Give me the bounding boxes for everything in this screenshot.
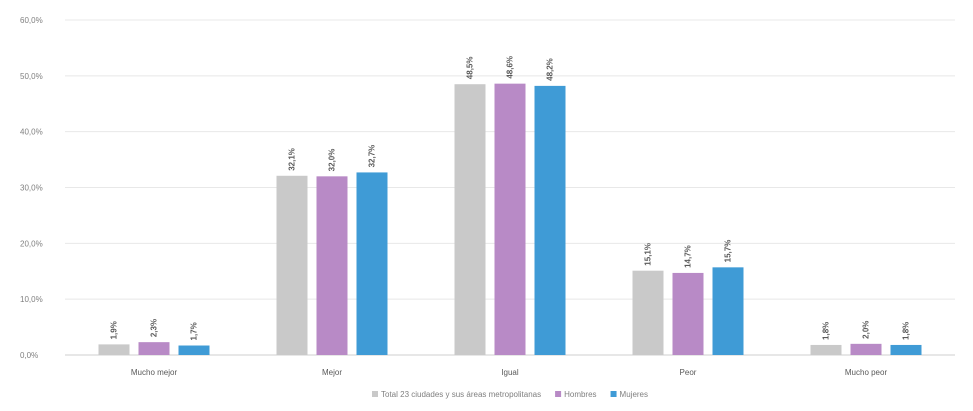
data-label: 48,2% bbox=[546, 58, 555, 81]
bar bbox=[316, 176, 348, 355]
data-label: 1,8% bbox=[822, 322, 831, 340]
y-tick-label: 30,0% bbox=[20, 184, 43, 193]
data-label: 1,8% bbox=[902, 322, 911, 340]
legend-swatch bbox=[610, 391, 617, 397]
bar bbox=[178, 345, 210, 355]
data-label: 15,7% bbox=[724, 240, 733, 263]
bar bbox=[672, 272, 704, 355]
y-tick-label: 0,0% bbox=[20, 351, 38, 360]
bar bbox=[712, 267, 744, 355]
x-category-label: Mucho mejor bbox=[131, 368, 178, 377]
x-category-label: Peor bbox=[680, 368, 697, 377]
y-tick-label: 50,0% bbox=[20, 72, 43, 81]
y-tick-label: 60,0% bbox=[20, 16, 43, 25]
data-label: 48,6% bbox=[506, 56, 515, 79]
data-label: 1,9% bbox=[110, 321, 119, 339]
bar bbox=[138, 342, 170, 355]
legend-swatch bbox=[372, 391, 378, 397]
legend-swatch bbox=[555, 391, 562, 397]
data-label: 1,7% bbox=[190, 322, 199, 340]
x-category-label: Igual bbox=[501, 368, 519, 377]
bar bbox=[810, 344, 842, 355]
data-label: 15,1% bbox=[644, 243, 653, 266]
bar bbox=[356, 172, 388, 355]
legend: Total 23 ciudades y sus áreas metropolit… bbox=[372, 390, 648, 399]
data-label: 2,3% bbox=[150, 319, 159, 337]
bar bbox=[850, 343, 882, 355]
bar bbox=[454, 84, 486, 355]
bar bbox=[890, 344, 922, 355]
data-label: 32,0% bbox=[328, 149, 337, 172]
bar bbox=[494, 83, 526, 356]
legend-item: Hombres bbox=[555, 390, 597, 399]
legend-label: Hombres bbox=[564, 390, 596, 399]
bar bbox=[534, 85, 566, 355]
y-tick-label: 10,0% bbox=[20, 295, 43, 304]
y-tick-label: 40,0% bbox=[20, 128, 43, 137]
bar bbox=[632, 270, 664, 355]
data-label: 32,1% bbox=[288, 148, 297, 171]
data-label: 2,0% bbox=[862, 321, 871, 339]
y-tick-label: 20,0% bbox=[20, 239, 43, 248]
legend-item: Total 23 ciudades y sus áreas metropolit… bbox=[372, 390, 541, 399]
data-label: 14,7% bbox=[684, 245, 693, 268]
data-label: 32,7% bbox=[368, 145, 377, 168]
legend-label: Mujeres bbox=[620, 390, 648, 399]
bar bbox=[98, 344, 130, 355]
bar bbox=[276, 175, 308, 355]
legend-item: Mujeres bbox=[610, 390, 648, 399]
x-category-label: Mejor bbox=[322, 368, 342, 377]
data-label: 48,5% bbox=[466, 57, 475, 80]
x-category-label: Mucho peor bbox=[845, 368, 888, 377]
legend-label: Total 23 ciudades y sus áreas metropolit… bbox=[381, 390, 541, 399]
